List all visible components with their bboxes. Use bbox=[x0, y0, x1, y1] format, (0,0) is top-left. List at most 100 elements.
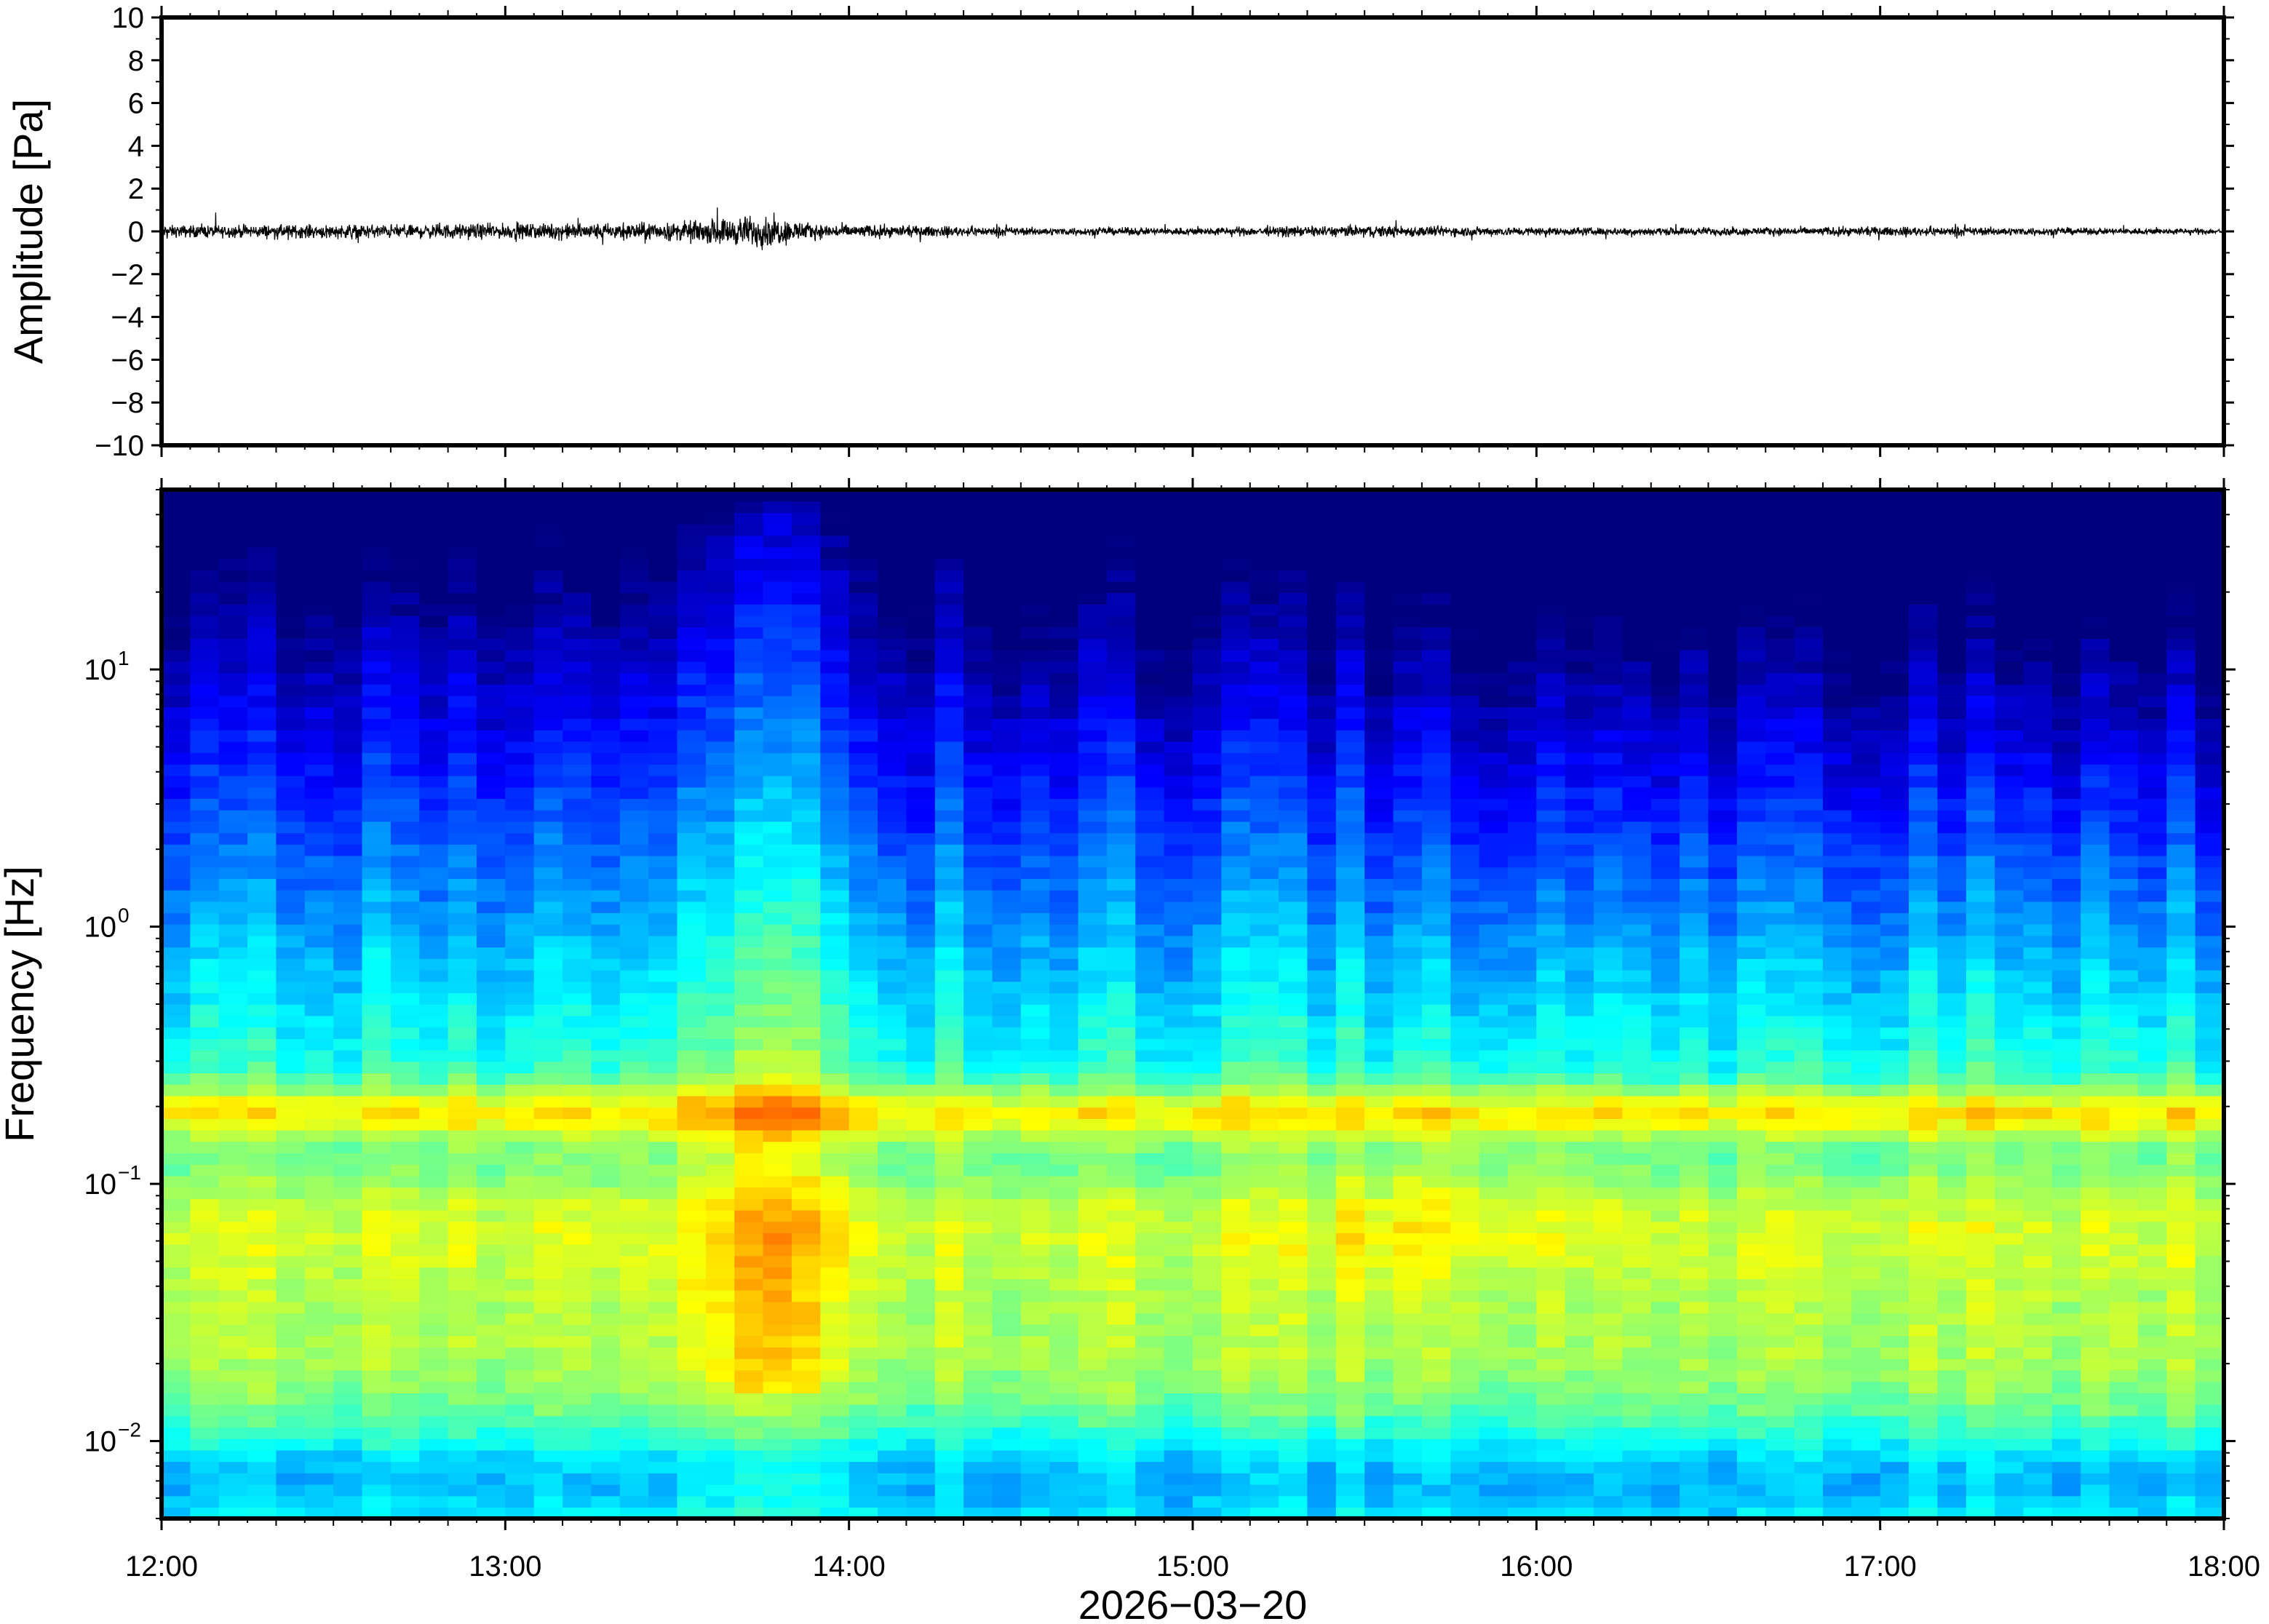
spectrogram-cell bbox=[1049, 1004, 1079, 1016]
spectrogram-cell bbox=[934, 1461, 964, 1473]
spectrogram-cell bbox=[677, 775, 707, 788]
spectrogram-cell bbox=[763, 809, 792, 822]
spectrogram-cell bbox=[333, 1369, 363, 1382]
spectrogram-cell bbox=[878, 844, 907, 856]
spectrogram-cell bbox=[362, 1495, 392, 1508]
spectrogram-cell bbox=[1279, 958, 1308, 971]
spectrogram-cell bbox=[477, 1449, 506, 1462]
spectrogram-cell bbox=[1078, 821, 1108, 834]
spectrogram-cell bbox=[705, 1324, 736, 1337]
spectrogram-cell bbox=[1393, 706, 1423, 719]
spectrogram-cell bbox=[677, 1233, 707, 1245]
spectrogram-cell bbox=[677, 684, 707, 696]
spectrogram-cell bbox=[533, 1243, 563, 1257]
spectrogram-cell bbox=[1078, 650, 1108, 662]
spectrogram-cell bbox=[448, 706, 477, 719]
spectrogram-cell bbox=[878, 1278, 907, 1291]
spectrogram-cell bbox=[963, 615, 993, 628]
spectrogram-cell bbox=[190, 1255, 220, 1268]
spectrogram-cell bbox=[963, 1449, 993, 1462]
spectrogram-cell bbox=[705, 981, 736, 994]
spectrogram-cell bbox=[1565, 512, 1594, 525]
spectrogram-cell bbox=[1364, 1267, 1394, 1279]
spectrogram-cell bbox=[1106, 752, 1137, 765]
spectrogram-cell bbox=[992, 1495, 1022, 1508]
spectrogram-cell bbox=[362, 558, 392, 570]
spectrogram-cell bbox=[419, 1129, 449, 1142]
spectrogram-cell bbox=[820, 1233, 850, 1245]
spectrogram-cell bbox=[419, 501, 449, 514]
spectrogram-cell bbox=[734, 1118, 764, 1131]
spectrogram-cell bbox=[477, 615, 506, 628]
spectrogram-cell bbox=[190, 1381, 220, 1393]
spectrogram-cell bbox=[1508, 718, 1538, 731]
spectrogram-cell bbox=[619, 512, 649, 525]
spectrogram-cell bbox=[190, 1358, 220, 1371]
spectrogram-cell bbox=[1106, 844, 1137, 856]
spectrogram-cell bbox=[648, 535, 678, 548]
spectrogram-cell bbox=[390, 1381, 421, 1393]
spectrogram-cell bbox=[533, 535, 563, 548]
spectrogram-cell bbox=[1450, 981, 1480, 994]
spectrogram-cell bbox=[648, 490, 678, 502]
spectrogram-cell bbox=[419, 1198, 449, 1211]
spectrogram-cell bbox=[1508, 558, 1538, 570]
spectrogram-cell bbox=[1393, 1278, 1423, 1291]
spectrogram-cell bbox=[419, 1335, 449, 1348]
spectrogram-cell bbox=[1249, 1255, 1279, 1268]
spectrogram-cell bbox=[648, 501, 678, 514]
spectrogram-cell bbox=[878, 752, 907, 765]
spectrogram-cell bbox=[1221, 661, 1251, 674]
spectrogram-cell bbox=[878, 1061, 907, 1074]
spectrogram-cell bbox=[1307, 981, 1337, 994]
spectrogram-cell bbox=[1020, 1255, 1050, 1268]
spectrogram-cell bbox=[934, 844, 964, 856]
spectrogram-cell bbox=[906, 832, 936, 845]
spectrogram-cell bbox=[1594, 1038, 1624, 1051]
spectrogram-cell bbox=[1307, 1243, 1337, 1257]
spectrogram-cell bbox=[619, 501, 649, 514]
spectrogram-cell bbox=[1279, 592, 1308, 605]
spectrogram-cell bbox=[190, 1324, 220, 1337]
spectrogram-cell bbox=[362, 1335, 392, 1348]
spectrogram-cell bbox=[849, 1209, 878, 1222]
spectrogram-cell bbox=[563, 1175, 592, 1188]
spectrogram-cell bbox=[1479, 947, 1509, 959]
spectrogram-cell bbox=[705, 1438, 736, 1451]
spectrogram-cell bbox=[1106, 1301, 1137, 1313]
spectrogram-cell bbox=[677, 1027, 707, 1039]
spectrogram-cell bbox=[1393, 1335, 1423, 1348]
spectrogram-cell bbox=[619, 1484, 649, 1497]
spectrogram-cell bbox=[1508, 809, 1538, 822]
spectrogram-cell bbox=[1249, 1198, 1279, 1211]
spectrogram-cell bbox=[619, 1107, 649, 1119]
spectrogram-cell bbox=[218, 1449, 248, 1462]
spectrogram-cell bbox=[1049, 1187, 1079, 1199]
spectrogram-cell bbox=[1221, 752, 1251, 765]
spectrogram-cell bbox=[763, 615, 792, 628]
spectrogram-cell bbox=[1020, 1061, 1050, 1074]
spectrogram-cell bbox=[1249, 706, 1279, 719]
spectrogram-cell bbox=[992, 821, 1022, 834]
spectrogram-cell bbox=[1020, 638, 1050, 650]
spectrogram-cell bbox=[934, 626, 964, 639]
spectrogram-cell bbox=[1020, 1141, 1050, 1153]
spectrogram-cell bbox=[218, 626, 248, 639]
spectrogram-cell bbox=[1279, 1381, 1308, 1393]
spectrogram-cell bbox=[1049, 1301, 1079, 1313]
spectrogram-cell bbox=[218, 787, 248, 799]
spectrogram-cell bbox=[1479, 729, 1509, 742]
spectrogram-cell bbox=[849, 1049, 878, 1062]
spectrogram-cell bbox=[362, 1507, 392, 1518]
spectrogram-cell bbox=[1421, 1507, 1452, 1518]
spectrogram-cell bbox=[1393, 947, 1423, 959]
spectrogram-cell bbox=[934, 490, 964, 502]
spectrogram-cell bbox=[791, 604, 822, 616]
spectrogram-cell bbox=[1421, 546, 1452, 560]
spectrogram-cell bbox=[162, 1484, 191, 1497]
spectrogram-cell bbox=[1421, 912, 1452, 925]
spectrogram-cell bbox=[849, 1015, 878, 1028]
spectrogram-cell bbox=[705, 1369, 736, 1382]
spectrogram-cell bbox=[1594, 581, 1624, 594]
spectrogram-cell bbox=[734, 1209, 764, 1222]
